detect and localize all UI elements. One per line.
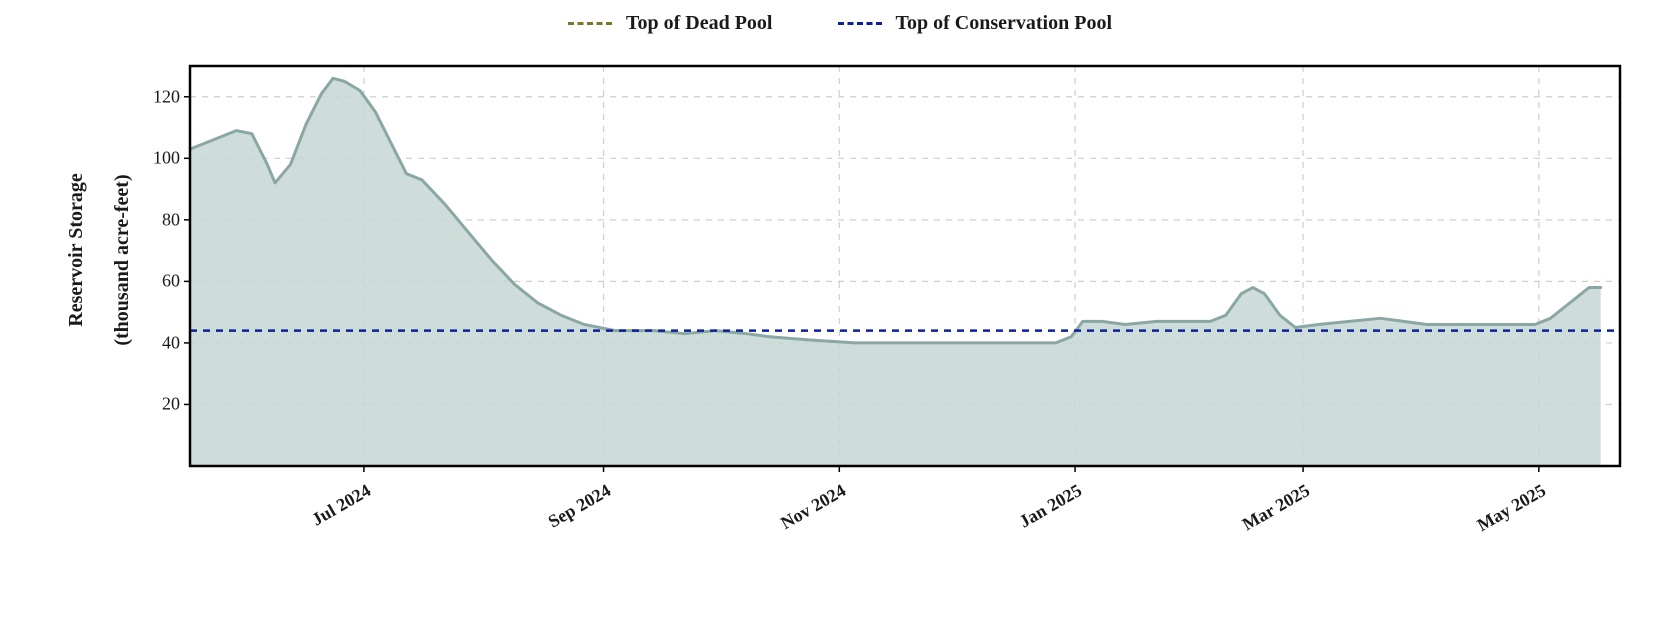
chart-container: Top of Dead Pool Top of Conservation Poo…: [0, 0, 1680, 630]
plot-area: [0, 0, 1680, 630]
storage-area: [190, 78, 1601, 466]
